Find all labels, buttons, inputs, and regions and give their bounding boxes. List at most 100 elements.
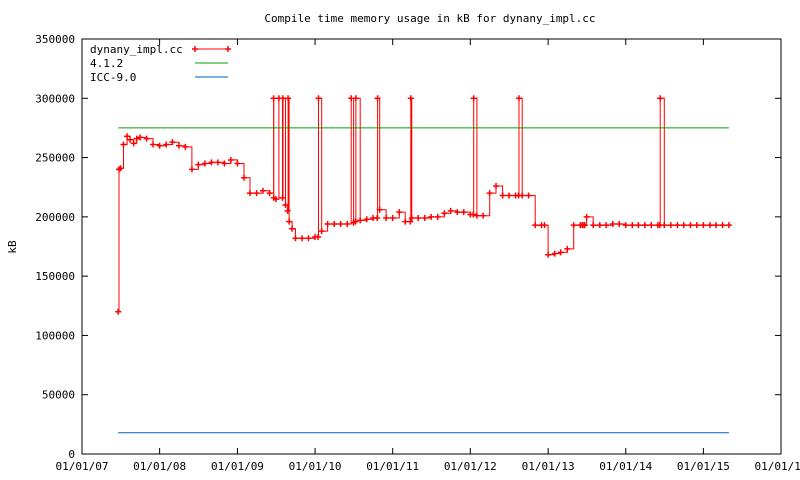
data-point [279,194,286,201]
data-point [124,133,131,140]
data-point [253,190,260,197]
data-point [305,235,312,242]
data-point [331,220,338,227]
chart-title: Compile time memory usage in kB for dyna… [264,12,595,25]
data-point [648,222,655,229]
data-point [363,216,370,223]
data-point [127,136,134,143]
data-point [541,222,548,229]
data-point [234,160,241,167]
data-point [532,222,539,229]
data-point [667,222,674,229]
x-tick-label: 01/01/15 [677,460,730,473]
y-tick-label: 150000 [35,270,75,283]
data-point [357,217,364,224]
data-point [470,211,477,218]
data-point [292,235,299,242]
data-point [545,251,552,258]
data-point [519,192,526,199]
data-point [581,222,588,229]
data-point [115,308,122,315]
data-point [214,159,221,166]
legend-label: dynany_impl.cc [90,43,183,56]
data-point [241,174,248,181]
legend-label: 4.1.2 [90,57,123,70]
data-point [289,225,296,232]
data-point [635,222,642,229]
data-point [661,222,668,229]
data-point [315,95,322,102]
data-point [286,218,293,225]
data-point [470,95,477,102]
data-point [428,213,435,220]
x-tick-label: 01/01/14 [599,460,652,473]
series-dynany-impl-cc [115,95,732,315]
data-point [674,222,681,229]
data-point [324,220,331,227]
x-tick-label: 01/01/07 [56,460,109,473]
data-point [564,245,571,252]
data-point [259,187,266,194]
data-point [279,95,286,102]
data-point [480,212,487,219]
data-point [596,222,603,229]
data-point [120,141,127,148]
data-point [175,142,182,149]
data-point [486,190,493,197]
y-tick-label: 0 [68,448,75,461]
data-point [201,160,208,167]
x-tick-label: 01/01/10 [289,460,342,473]
data-point [246,190,253,197]
data-point [460,209,467,216]
data-point [284,207,291,214]
data-point [616,220,623,227]
data-point [163,141,170,148]
data-point [609,220,616,227]
data-point [693,222,700,229]
x-tick-label: 01/01/09 [211,460,264,473]
data-point [415,215,422,222]
data-point [657,95,664,102]
data-point [706,222,713,229]
data-point [402,218,409,225]
data-point [570,222,577,229]
y-axis-label: kB [6,240,19,254]
data-point [407,95,414,102]
y-tick-label: 250000 [35,152,75,165]
data-point [700,222,707,229]
y-tick-label: 300000 [35,92,75,105]
data-point [622,222,629,229]
data-point [516,95,523,102]
data-point [725,222,732,229]
data-point [195,161,202,168]
data-point [603,222,610,229]
data-point [408,215,415,222]
data-point [557,249,564,256]
data-point [525,192,532,199]
data-point [169,139,176,146]
data-point [441,210,448,217]
data-point [182,143,189,150]
data-point [221,160,228,167]
data-point [227,156,234,163]
plot-area: 0 50000 100000 150000 200000 250000 300000 3500… [35,33,800,473]
data-point [374,95,381,102]
data-point [680,222,687,229]
data-point [506,192,513,199]
data-point [641,222,648,229]
data-point [266,190,273,197]
data-point [421,215,428,222]
data-point [143,135,150,142]
y-tick-label: 100000 [35,329,75,342]
data-point [383,215,390,222]
data-point [499,192,506,199]
y-tick-label: 200000 [35,211,75,224]
data-point [629,222,636,229]
data-point [130,140,137,147]
data-point [272,196,279,203]
x-tick-label: 01/01/08 [133,460,186,473]
data-point [117,165,124,172]
x-tick-label: 01/01/12 [444,460,497,473]
